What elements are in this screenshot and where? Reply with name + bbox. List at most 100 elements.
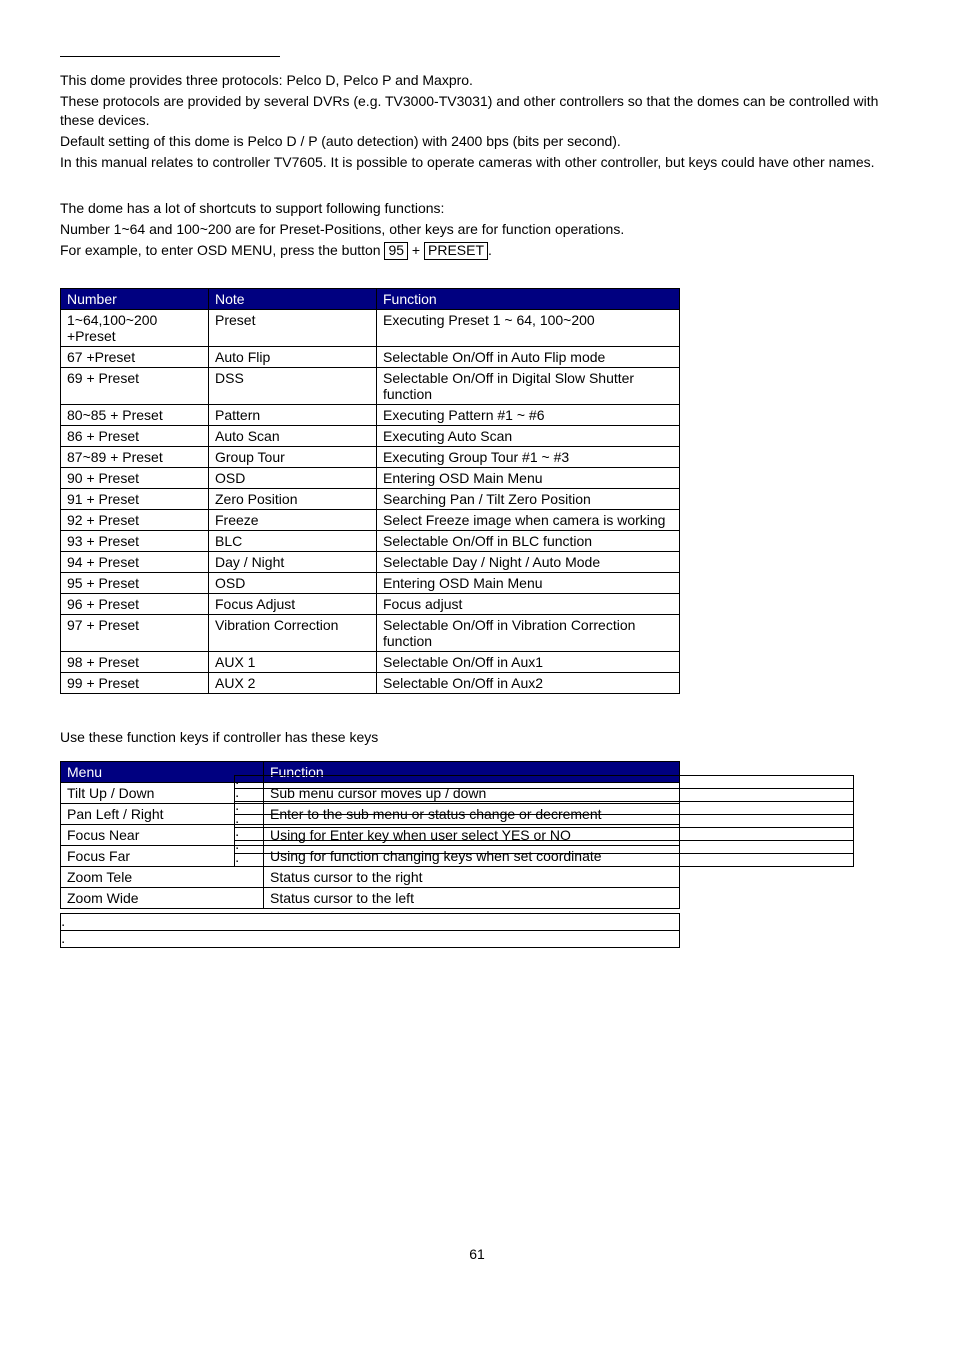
table-cell: Selectable On/Off in Vibration Correctio… xyxy=(377,615,680,652)
table-cell: OSD xyxy=(209,468,377,489)
table-row: 1~64,100~200 +PresetPresetExecuting Pres… xyxy=(61,310,680,347)
th-number: Number xyxy=(61,289,209,310)
marker-cell xyxy=(235,789,854,802)
table-cell: AUX 2 xyxy=(209,673,377,694)
table-cell: DSS xyxy=(209,368,377,405)
table-cell: 86 + Preset xyxy=(61,426,209,447)
shortcuts-p3: For example, to enter OSD MENU, press th… xyxy=(60,241,894,260)
table-cell: Auto Scan xyxy=(209,426,377,447)
th-function: Function xyxy=(377,289,680,310)
table-row: 96 + PresetFocus AdjustFocus adjust xyxy=(61,594,680,615)
plus-sign: + xyxy=(408,242,424,258)
table-cell: 94 + Preset xyxy=(61,552,209,573)
marker-cell xyxy=(235,802,854,815)
table-row: 87~89 + PresetGroup TourExecuting Group … xyxy=(61,447,680,468)
table-row: 95 + PresetOSDEntering OSD Main Menu xyxy=(61,573,680,594)
table-cell: Selectable On/Off in BLC function xyxy=(377,531,680,552)
table-cell: Executing Pattern #1 ~ #6 xyxy=(377,405,680,426)
table-cell: Searching Pan / Tilt Zero Position xyxy=(377,489,680,510)
table-cell: Selectable On/Off in Aux2 xyxy=(377,673,680,694)
table-cell: 69 + Preset xyxy=(61,368,209,405)
table2-intro: Use these function keys if controller ha… xyxy=(60,728,894,747)
table-cell: 95 + Preset xyxy=(61,573,209,594)
marker-cell xyxy=(235,828,854,841)
table-cell: 87~89 + Preset xyxy=(61,447,209,468)
table-cell: Auto Flip xyxy=(209,347,377,368)
table-cell: Day / Night xyxy=(209,552,377,573)
section-underline xyxy=(60,40,280,57)
table-cell: Entering OSD Main Menu xyxy=(377,573,680,594)
marker-cell xyxy=(235,776,854,789)
table-row: 86 + PresetAuto ScanExecuting Auto Scan xyxy=(61,426,680,447)
table-cell: 67 +Preset xyxy=(61,347,209,368)
table-row: 92 + PresetFreezeSelect Freeze image whe… xyxy=(61,510,680,531)
th-note: Note xyxy=(209,289,377,310)
table-cell: AUX 1 xyxy=(209,652,377,673)
shortcuts-p1: The dome has a lot of shortcuts to suppo… xyxy=(60,199,894,218)
table-row: 90 + PresetOSDEntering OSD Main Menu xyxy=(61,468,680,489)
table-cell: Pattern xyxy=(209,405,377,426)
intro-p2: These protocols are provided by several … xyxy=(60,92,894,130)
key-preset: PRESET xyxy=(424,242,488,259)
table-cell: Selectable On/Off in Aux1 xyxy=(377,652,680,673)
table-cell: Group Tour xyxy=(209,447,377,468)
table-cell: 90 + Preset xyxy=(61,468,209,489)
shortcuts-p2: Number 1~64 and 100~200 are for Preset-P… xyxy=(60,220,894,239)
table-cell: Preset xyxy=(209,310,377,347)
table-cell: 1~64,100~200 +Preset xyxy=(61,310,209,347)
table-cell: Executing Preset 1 ~ 64, 100~200 xyxy=(377,310,680,347)
table-row: 97 + PresetVibration CorrectionSelectabl… xyxy=(61,615,680,652)
shortcuts-p3a: For example, to enter OSD MENU, press th… xyxy=(60,242,384,258)
dot: . xyxy=(488,242,492,258)
intro-block: This dome provides three protocols: Pelc… xyxy=(60,71,894,171)
table-cell: BLC xyxy=(209,531,377,552)
table-cell: Zoom Wide xyxy=(61,888,264,909)
table-cell: Focus adjust xyxy=(377,594,680,615)
intro-p4: In this manual relates to controller TV7… xyxy=(60,153,894,172)
table-cell: 96 + Preset xyxy=(61,594,209,615)
table-row: Zoom WideStatus cursor to the left xyxy=(61,888,680,909)
table-row: 69 + PresetDSSSelectable On/Off in Digit… xyxy=(61,368,680,405)
table-cell: Focus Adjust xyxy=(209,594,377,615)
table-cell: 80~85 + Preset xyxy=(61,405,209,426)
table-cell: 99 + Preset xyxy=(61,673,209,694)
intro-p3: Default setting of this dome is Pelco D … xyxy=(60,132,894,151)
key-95: 95 xyxy=(384,242,408,259)
table-cell: 98 + Preset xyxy=(61,652,209,673)
table-cell: 93 + Preset xyxy=(61,531,209,552)
marker-cell xyxy=(235,854,854,867)
table-row: 93 + PresetBLCSelectable On/Off in BLC f… xyxy=(61,531,680,552)
page-number: 61 xyxy=(0,1246,954,1262)
table-cell: Freeze xyxy=(209,510,377,531)
table-cell: Select Freeze image when camera is worki… xyxy=(377,510,680,531)
table-cell: Selectable On/Off in Digital Slow Shutte… xyxy=(377,368,680,405)
table-row: 91 + PresetZero PositionSearching Pan / … xyxy=(61,489,680,510)
table-cell: Executing Auto Scan xyxy=(377,426,680,447)
table-row: 80~85 + PresetPatternExecuting Pattern #… xyxy=(61,405,680,426)
table-row: 99 + PresetAUX 2Selectable On/Off in Aux… xyxy=(61,673,680,694)
marker-cell xyxy=(235,815,854,828)
shortcuts-block: The dome has a lot of shortcuts to suppo… xyxy=(60,199,894,260)
table-row: 67 +PresetAuto FlipSelectable On/Off in … xyxy=(61,347,680,368)
table-cell: Status cursor to the left xyxy=(264,888,680,909)
marker-cell xyxy=(61,931,680,948)
table-row: 98 + PresetAUX 1Selectable On/Off in Aux… xyxy=(61,652,680,673)
table-cell: OSD xyxy=(209,573,377,594)
marker-cell xyxy=(61,914,680,931)
table-cell: Zoom Tele xyxy=(61,867,264,888)
table-cell: Selectable On/Off in Auto Flip mode xyxy=(377,347,680,368)
table-cell: 92 + Preset xyxy=(61,510,209,531)
table-row: 94 + PresetDay / NightSelectable Day / N… xyxy=(61,552,680,573)
table-cell: Entering OSD Main Menu xyxy=(377,468,680,489)
table-cell: Vibration Correction xyxy=(209,615,377,652)
table-cell: Selectable Day / Night / Auto Mode xyxy=(377,552,680,573)
intro-p1: This dome provides three protocols: Pelc… xyxy=(60,71,894,90)
side-marker-box xyxy=(234,775,854,867)
below-marker-box xyxy=(60,913,680,948)
shortcuts-table: Number Note Function 1~64,100~200 +Prese… xyxy=(60,288,680,694)
table-cell: Status cursor to the right xyxy=(264,867,680,888)
table-cell: 91 + Preset xyxy=(61,489,209,510)
table-cell: Zero Position xyxy=(209,489,377,510)
table-cell: Executing Group Tour #1 ~ #3 xyxy=(377,447,680,468)
table-row: Zoom TeleStatus cursor to the right xyxy=(61,867,680,888)
